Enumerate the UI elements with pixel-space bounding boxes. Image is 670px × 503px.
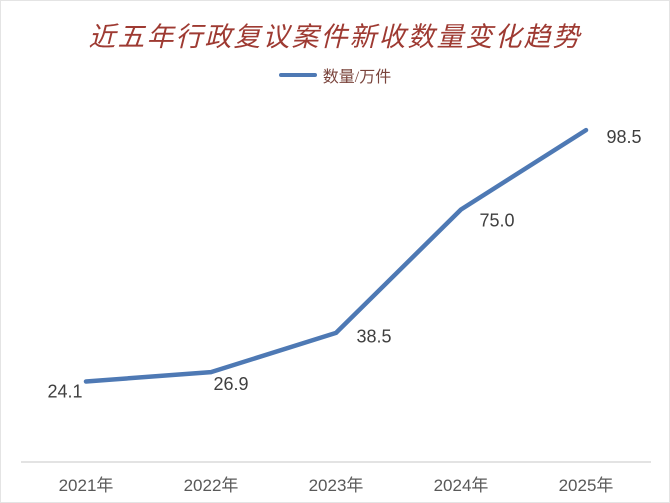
legend: 数量/万件 bbox=[1, 63, 669, 87]
legend-label: 数量/万件 bbox=[322, 69, 392, 86]
x-axis-tick-label: 2022年 bbox=[184, 476, 239, 495]
data-label: 98.5 bbox=[606, 127, 641, 147]
x-axis-tick-label: 2024年 bbox=[434, 476, 489, 495]
series-line bbox=[83, 127, 589, 384]
data-label: 26.9 bbox=[213, 374, 248, 394]
data-label: 75.0 bbox=[479, 210, 514, 230]
x-axis-tick-label: 2021年 bbox=[59, 476, 114, 495]
chart-title: 近五年行政复议案件新收数量变化趋势 bbox=[88, 22, 582, 52]
data-label: 24.1 bbox=[47, 381, 82, 401]
legend-line-swatch bbox=[278, 73, 317, 77]
x-axis-tick-label: 2023年 bbox=[309, 476, 364, 495]
data-label: 38.5 bbox=[356, 327, 391, 347]
x-axis-tick-label: 2025年 bbox=[559, 476, 614, 495]
